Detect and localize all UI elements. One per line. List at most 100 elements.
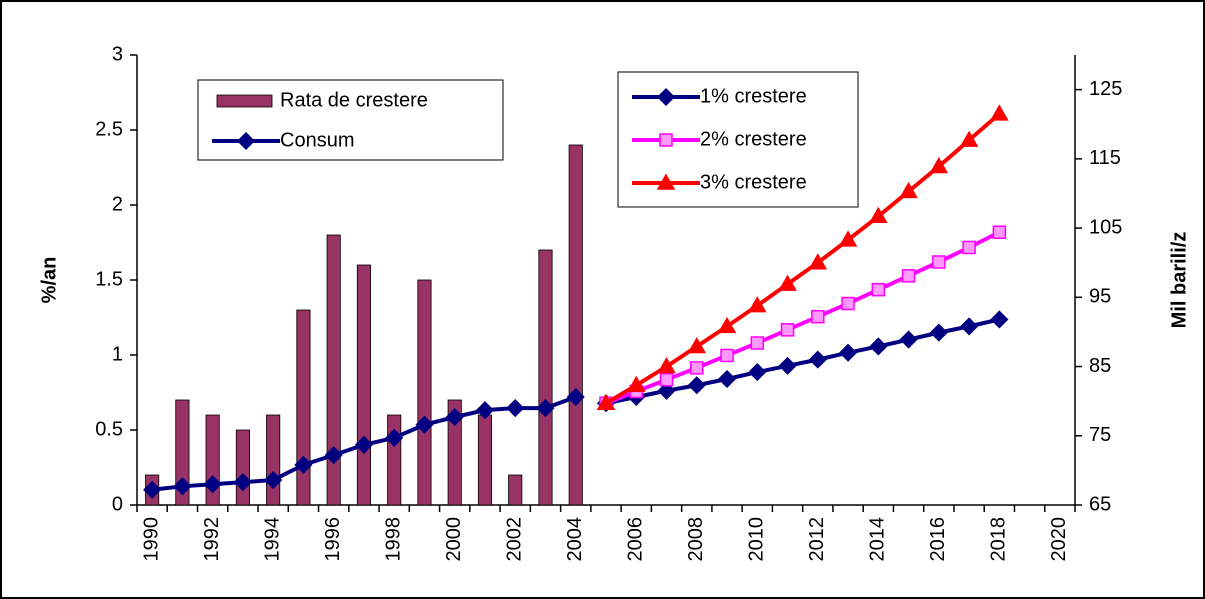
y2-tick-label: 105	[1089, 216, 1122, 238]
y-tick-label: 0	[112, 493, 123, 515]
point	[475, 401, 495, 420]
point	[415, 415, 434, 434]
bar	[477, 414, 493, 506]
point	[932, 255, 946, 269]
point	[780, 323, 795, 337]
point	[720, 348, 734, 363]
point	[841, 296, 855, 311]
point	[536, 399, 555, 418]
point	[808, 350, 827, 369]
point	[899, 330, 918, 349]
bar	[326, 234, 341, 506]
point	[596, 393, 616, 410]
y2-tick-label: 65	[1089, 493, 1111, 515]
point	[657, 357, 676, 374]
y-tick-label: 1.5	[95, 268, 123, 290]
bar	[417, 279, 432, 506]
y2-tick-label: 95	[1089, 286, 1111, 308]
x-tick-label: 2010	[746, 517, 768, 562]
y2-tick-label: 85	[1089, 355, 1111, 377]
point	[203, 475, 222, 494]
bar	[568, 144, 583, 506]
x-tick-label: 1998	[382, 517, 404, 562]
point	[143, 480, 162, 499]
point	[869, 206, 888, 224]
point	[445, 408, 464, 427]
x-tick-label: 2018	[988, 517, 1010, 562]
y2-tick-label: 115	[1089, 147, 1121, 169]
point	[687, 376, 706, 395]
bar	[356, 264, 371, 506]
point	[808, 253, 828, 270]
bar	[296, 309, 311, 506]
legend-label: Rata de crestere	[280, 89, 428, 111]
bar	[175, 399, 190, 506]
x-tick-label: 2004	[564, 517, 586, 562]
point	[657, 381, 676, 400]
y-tick-label: 0.5	[95, 418, 123, 440]
x-tick-label: 1996	[322, 517, 344, 562]
point	[778, 274, 797, 291]
point	[264, 471, 283, 490]
point	[992, 225, 1007, 239]
point	[838, 230, 858, 247]
y-axis-title: %/an	[38, 257, 60, 304]
point	[687, 336, 707, 354]
point	[990, 104, 1009, 121]
bar	[508, 474, 523, 506]
x-tick-label: 2000	[443, 517, 465, 562]
bar	[447, 399, 462, 506]
y2-tick-label: 75	[1089, 424, 1111, 446]
bar	[235, 429, 250, 506]
point	[960, 317, 979, 336]
point	[717, 369, 737, 389]
point	[962, 240, 976, 255]
legend-label: 2% crestere	[700, 128, 807, 150]
point	[750, 336, 765, 350]
y-tick-label: 2	[112, 193, 123, 215]
x-tick-label: 1990	[140, 517, 162, 562]
point	[901, 269, 916, 283]
point	[690, 361, 704, 375]
point	[294, 455, 313, 474]
legend-label: Consum	[280, 129, 354, 151]
y2-tick-label: 125	[1089, 78, 1122, 100]
point	[324, 446, 343, 465]
legend-swatch	[216, 94, 273, 108]
legend-marker	[659, 133, 673, 147]
point	[748, 363, 767, 382]
point	[659, 372, 674, 387]
bar	[538, 249, 553, 506]
legend-marker	[656, 173, 676, 190]
y-tick-label: 2.5	[95, 118, 123, 140]
x-tick-label: 2006	[625, 517, 647, 562]
point	[929, 156, 949, 174]
point	[506, 399, 525, 418]
y-tick-label: 1	[112, 343, 123, 365]
point	[173, 477, 192, 496]
bar	[266, 414, 281, 506]
legend-label: 3% crestere	[700, 171, 807, 193]
legend-marker	[656, 87, 676, 107]
point	[839, 343, 858, 362]
x-tick-label: 2020	[1048, 517, 1070, 562]
point	[354, 435, 373, 454]
x-tick-label: 2012	[806, 517, 828, 562]
point	[990, 310, 1009, 329]
x-tick-label: 2014	[867, 517, 889, 562]
point	[747, 296, 767, 313]
point	[717, 316, 737, 334]
x-tick-label: 2002	[504, 517, 526, 562]
point	[929, 323, 948, 342]
point	[811, 309, 825, 324]
point	[959, 130, 979, 147]
point	[566, 387, 585, 407]
point	[626, 375, 646, 392]
x-tick-label: 1992	[201, 517, 223, 562]
bar	[387, 414, 402, 506]
x-tick-label: 2008	[685, 517, 707, 562]
legend-marker	[236, 131, 256, 151]
y2-axis-title: Mil barili/z	[1168, 232, 1190, 329]
